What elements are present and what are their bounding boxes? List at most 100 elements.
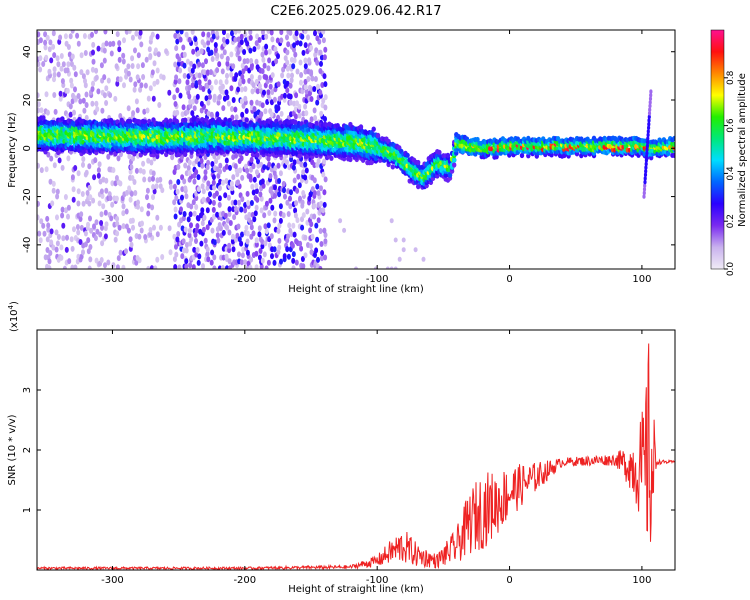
spectrogram-cell (642, 194, 646, 199)
spectrogram-cell (206, 110, 211, 117)
spectrogram-cell (244, 117, 249, 123)
spectrogram-cell (283, 193, 287, 200)
spectrogram-cell (255, 169, 259, 176)
spectrogram-cell (65, 234, 69, 241)
spectrogram-cell (126, 63, 131, 70)
spectrogram-cell (133, 47, 137, 54)
spectrogram-cell (97, 200, 102, 207)
spectrogram-cell (245, 249, 250, 256)
spectrogram-cell (254, 241, 259, 248)
spectrogram-cell (645, 150, 649, 156)
spectrogram-cell (276, 53, 280, 60)
spectrogram-cell (44, 166, 49, 173)
spectrogram-cell (62, 265, 67, 269)
spectrogram-cell (38, 55, 43, 62)
spectrogram-cell (164, 48, 169, 55)
spectrogram-cell (319, 200, 324, 207)
spectrogram-cell (672, 152, 675, 158)
spectrogram-cell (199, 100, 204, 107)
spectrogram-cell (277, 178, 282, 184)
spectrogram-cell (262, 251, 267, 258)
spectrogram-cell (303, 174, 308, 181)
spectrogram-cell (60, 206, 65, 213)
chart-title: C2E6.2025.029.06.42.R17 (270, 4, 441, 19)
spectrogram-cell (193, 231, 198, 238)
spectrogram-cell (260, 257, 265, 264)
spectrogram-cell (60, 212, 65, 219)
spectrogram-cell (61, 61, 66, 68)
spectrogram-cell (245, 190, 250, 197)
spectrogram-cell (145, 194, 149, 201)
spectrogram-cell (214, 158, 219, 164)
spectrogram-cell (241, 68, 246, 75)
spectrogram-cell (648, 96, 653, 102)
spectrogram-cell (53, 108, 58, 115)
spectrogram-cell (227, 206, 232, 213)
spectrogram-cell (152, 60, 157, 67)
spectrogram-cell (189, 203, 194, 210)
bottom-x-axis-label: Height of straight line (km) (288, 584, 424, 595)
spectrogram-cell (267, 210, 272, 216)
spectrogram-cell (37, 200, 40, 207)
spectrogram-cell (294, 92, 299, 99)
spectrogram-cell (215, 30, 219, 37)
spectrogram-cell (176, 179, 181, 185)
spectrogram-cell (211, 199, 216, 206)
spectrogram-cell (212, 184, 217, 191)
spectrogram-cell (452, 162, 457, 168)
spectrogram-cell (195, 247, 200, 253)
spectrogram-cell (309, 96, 314, 102)
spectrogram-cell (301, 110, 306, 117)
spectrogram-cell (294, 35, 298, 42)
spectrogram-cell (301, 263, 306, 269)
spectrogram-cell (139, 206, 144, 213)
spectrogram-cell (103, 262, 107, 269)
spectrogram-cell (212, 254, 217, 261)
spectrogram-cell (240, 196, 245, 203)
spectrogram-cell (642, 187, 647, 192)
spectrogram-cell (148, 85, 153, 92)
spectrogram-cell (146, 95, 151, 102)
spectrogram-cell (64, 246, 69, 253)
bottom-y-ticks: 123 (22, 387, 675, 513)
spectrogram-cell (319, 60, 323, 67)
spectrogram-cell (277, 191, 282, 198)
spectrogram-cell (127, 185, 132, 192)
spectrogram-cell (70, 245, 75, 252)
spectrogram-cell (52, 76, 56, 83)
spectrogram-cell (257, 225, 262, 232)
spectrogram-cell (97, 161, 102, 168)
spectrogram-cell (225, 94, 230, 101)
top-y-tick-label: 20 (22, 94, 33, 107)
spectrogram-cell (285, 49, 290, 56)
spectrogram-cell (73, 86, 77, 93)
spectrogram-cell (155, 231, 160, 238)
spectrogram-cell (266, 89, 271, 96)
spectrogram-cell (256, 158, 260, 165)
spectrogram-cell (46, 222, 51, 229)
spectrogram-cell (92, 223, 96, 230)
spectrogram-cell (173, 61, 178, 68)
top-y-tick-label: -20 (22, 188, 33, 204)
spectrogram-cell (184, 247, 189, 254)
spectrogram-cell (41, 222, 46, 229)
spectrogram-cell (188, 262, 193, 269)
spectrogram-cell (128, 196, 133, 203)
spectrogram-cell (313, 76, 318, 82)
spectrogram-cell (276, 105, 281, 112)
spectrogram-cell (79, 52, 84, 59)
spectrogram-cell (122, 82, 126, 89)
spectrogram-cell (131, 224, 135, 231)
spectrogram-cell (206, 180, 211, 187)
spectrogram-cell (303, 42, 308, 49)
spectrogram-cell (204, 95, 209, 102)
spectrogram-cell (255, 152, 260, 158)
spectrogram-cell (240, 252, 245, 259)
spectrogram-cell (116, 155, 121, 162)
spectrogram-cell (313, 30, 317, 37)
spectrogram-cell (59, 53, 64, 59)
svg-text:(x104): (x104) (7, 301, 20, 332)
spectrogram-cell (94, 30, 98, 35)
spectrogram-cell (245, 40, 250, 47)
spectrogram-cell (217, 222, 222, 228)
